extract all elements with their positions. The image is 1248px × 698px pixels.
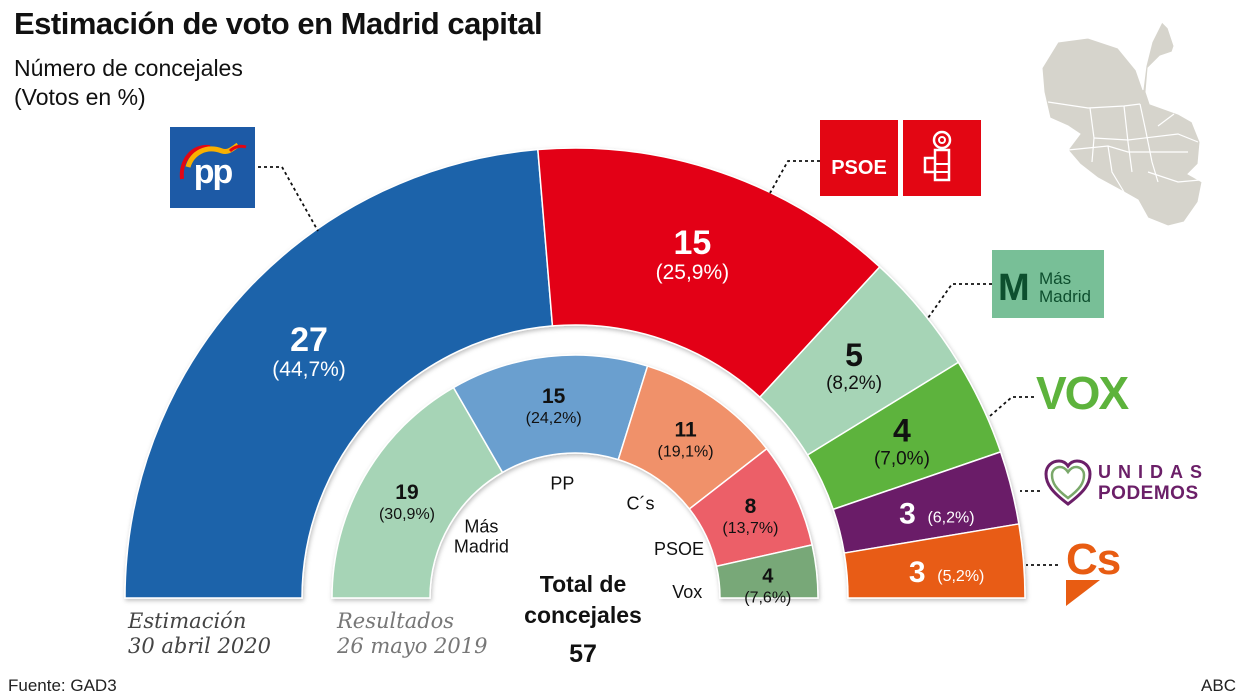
- estimacion-ring: [124, 147, 1026, 599]
- resultados-seats-mas-madrid: 19: [395, 481, 418, 504]
- total-label-line-1: Total de: [540, 571, 626, 597]
- total-value: 57: [569, 640, 597, 668]
- resultados-pct-c-s: (19,1%): [658, 444, 714, 461]
- pp-logo-text: PP: [193, 153, 234, 191]
- publisher-credit: ABC: [1201, 676, 1236, 695]
- mas-madrid-line-1: Más: [1039, 269, 1072, 288]
- resultados-party-name-psoe: PSOE: [654, 539, 704, 559]
- estimacion-pct-vox: (7,0%): [874, 449, 930, 470]
- resultados-party-name-mas-madrid: Más: [464, 517, 498, 537]
- psoe-rose-fist-logo: [903, 120, 981, 196]
- leader-line-psoe: [769, 160, 820, 194]
- estimacion-pct-mas-madrid: (8,2%): [826, 373, 882, 394]
- resultados-caption-line-1: Resultados: [336, 609, 454, 633]
- subtitle-line-2: (Votos en %): [14, 84, 146, 110]
- resultados-seats-c-s: 11: [674, 419, 697, 442]
- resultados-pct-pp: (24,2%): [526, 410, 582, 427]
- resultados-caption-line-2: 26 mayo 2019: [336, 634, 487, 658]
- estimacion-seats-unidas-podemos: 3: [899, 497, 916, 530]
- estimacion-pct-unidas-podemos: (6,2%): [927, 509, 974, 526]
- psoe-logo: PSOE: [820, 120, 898, 196]
- resultados-seats-vox: 4: [762, 566, 774, 588]
- resultados-pct-vox: (7,6%): [744, 590, 791, 607]
- source-note: Fuente: GAD3: [8, 676, 117, 695]
- estimacion-seats-mas-madrid: 5: [845, 337, 863, 373]
- psoe-logo-text: PSOE: [831, 157, 887, 179]
- total-label-line-2: concejales: [524, 602, 642, 628]
- estimacion-pct-pp: (44,7%): [272, 358, 346, 381]
- podemos-line-1: UNIDAS: [1098, 462, 1210, 482]
- chart-subtitle: Número de concejales (Votos en %): [14, 54, 243, 112]
- pp-gull-icon: [179, 142, 247, 180]
- leader-lines: [258, 160, 1058, 566]
- leader-line-vox: [989, 396, 1034, 417]
- estimacion-segment-psoe: [537, 147, 881, 399]
- madrid-map-icon: [1041, 21, 1203, 227]
- resultados-pct-psoe: (13,7%): [722, 520, 778, 537]
- resultados-party-name-mas-madrid: Madrid: [454, 537, 509, 557]
- resultados-party-name-vox: Vox: [672, 582, 702, 602]
- mas-madrid-line-2: Madrid: [1039, 287, 1091, 306]
- leader-line-pp: [258, 166, 319, 232]
- unidas-podemos-logo: UNIDAS PODEMOS: [1042, 458, 1222, 510]
- leader-line-mas-madrid: [927, 283, 992, 319]
- resultados-party-name-pp: PP: [550, 474, 574, 494]
- chart-title: Estimación de voto en Madrid capital: [14, 6, 543, 41]
- segment-labels: 27(44,7%)15(25,9%)5(8,2%)4(7,0%)3 (6,2%)3…: [272, 224, 984, 607]
- vox-logo: VOX: [1036, 367, 1129, 419]
- estimacion-caption-line-2: 30 abril 2020: [128, 634, 271, 658]
- estimacion-seats-psoe: 15: [673, 224, 711, 262]
- resultados-party-name-c-s: C´s: [627, 493, 655, 513]
- resultados-ring: [331, 354, 819, 599]
- subtitle-line-1: Número de concejales: [14, 55, 243, 81]
- resultados-segment-vox: [715, 543, 819, 599]
- estimacion-pct-psoe: (25,9%): [656, 261, 730, 284]
- resultados-seats-pp: 15: [542, 385, 566, 408]
- estimacion-seats-cs: 3: [909, 556, 926, 589]
- estimacion-pct-cs: (5,2%): [937, 568, 984, 585]
- estimacion-seats-pp: 27: [290, 321, 328, 359]
- resultados-seats-psoe: 8: [745, 495, 757, 518]
- mas-madrid-logo: M Más Madrid: [992, 250, 1104, 318]
- estimacion-segment-pp: [124, 148, 554, 599]
- cs-arrow-icon: [1066, 580, 1100, 606]
- estimacion-caption-line-1: Estimación: [127, 609, 246, 633]
- estimacion-segment-cs: [843, 523, 1026, 599]
- pp-logo: PP: [170, 127, 255, 208]
- mas-madrid-mark: M: [998, 267, 1030, 309]
- cs-logo-text: Cs: [1066, 535, 1121, 584]
- heart-icon: [1044, 459, 1092, 506]
- rose-fist-icon: [923, 130, 952, 182]
- resultados-pct-mas-madrid: (30,9%): [379, 506, 435, 523]
- estimacion-seats-vox: 4: [893, 413, 911, 449]
- cs-logo: Cs: [1066, 534, 1136, 610]
- podemos-line-2: PODEMOS: [1098, 483, 1199, 504]
